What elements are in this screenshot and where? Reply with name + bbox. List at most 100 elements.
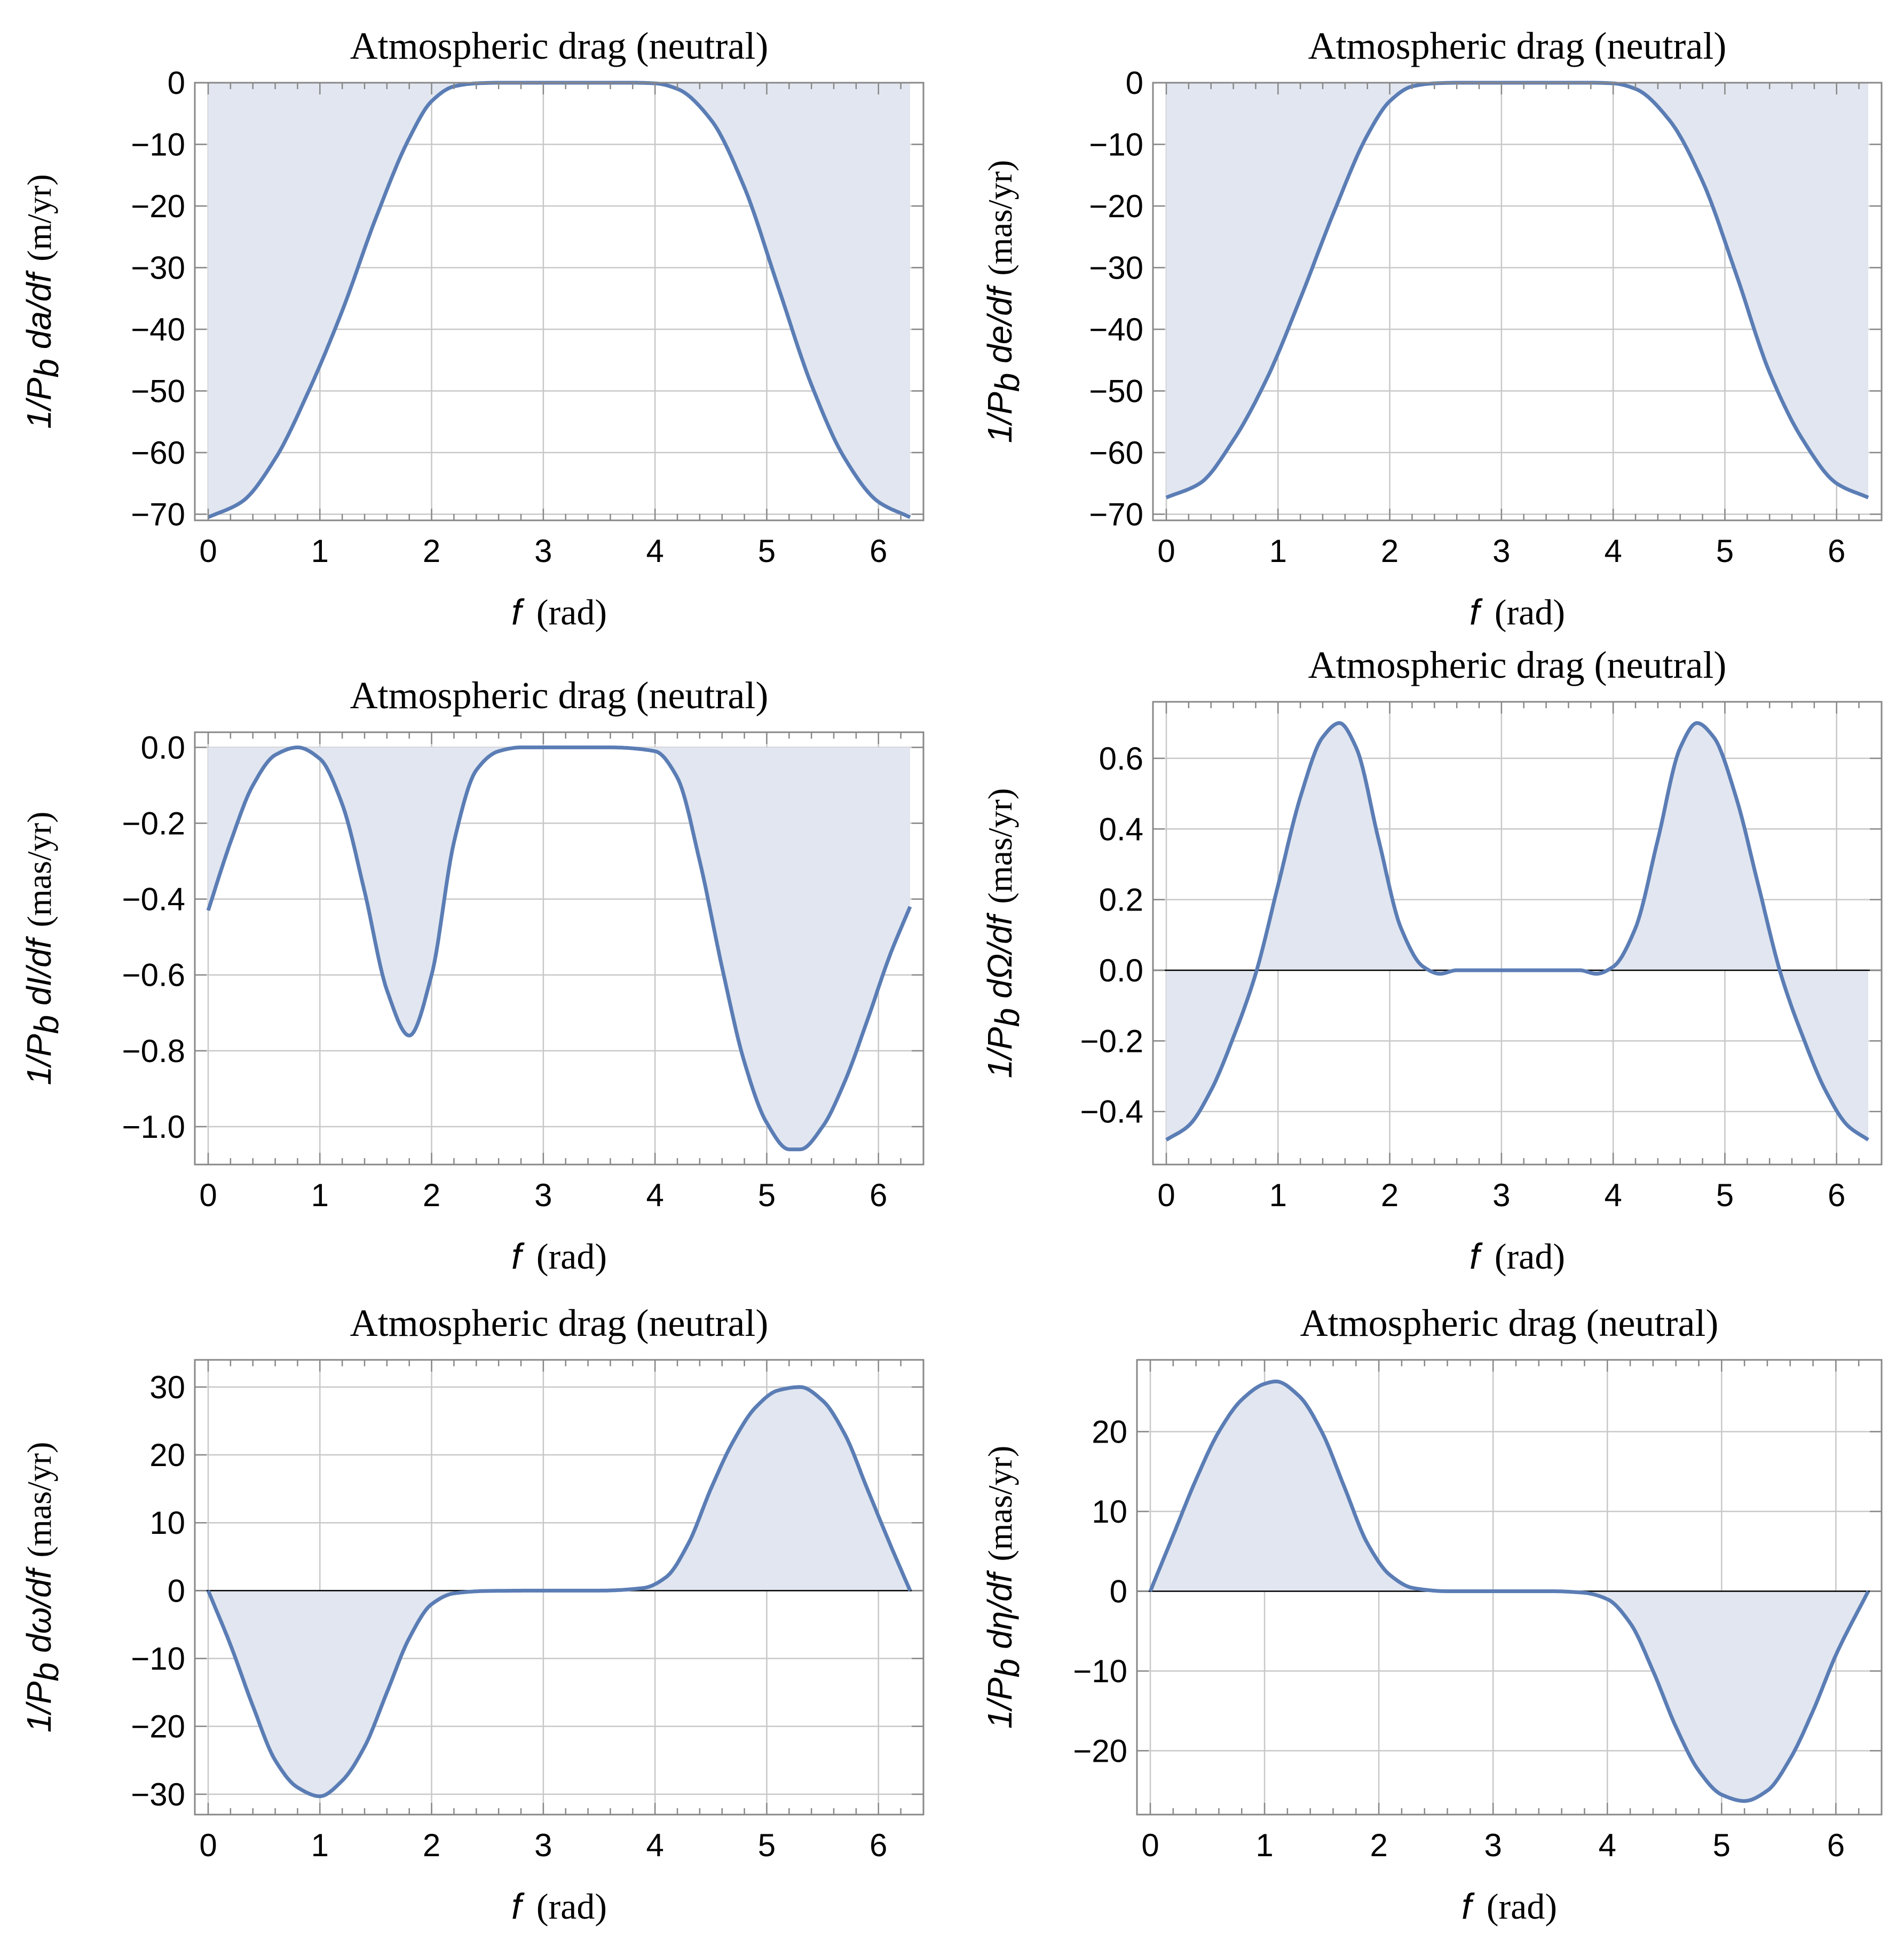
x-axis-label: f (rad)	[511, 592, 607, 632]
x-axis-label: f (rad)	[511, 1886, 607, 1927]
y-tick-label: 0.4	[1099, 811, 1143, 847]
chart-title: Atmospheric drag (neutral)	[1300, 1302, 1719, 1344]
chart-title: Atmospheric drag (neutral)	[350, 1302, 769, 1344]
y-tick-label: 20	[149, 1437, 185, 1473]
y-tick-label: −30	[131, 250, 185, 286]
series-line	[206, 745, 912, 1152]
x-tick-label: 6	[1828, 533, 1845, 569]
y-tick-label: −10	[131, 126, 185, 162]
y-tick-label: −20	[131, 188, 185, 224]
x-tick-label: 1	[311, 1177, 329, 1213]
y-tick-label: −0.4	[1080, 1094, 1143, 1130]
y-tick-label: −60	[131, 435, 185, 471]
x-tick-label: 6	[1828, 1177, 1845, 1213]
y-tick-label: −0.2	[1080, 1023, 1143, 1059]
x-tick-label: 2	[423, 1177, 440, 1213]
y-axis-label: 1/Pb dω/df(mas/yr)	[20, 1442, 66, 1733]
y-tick-label: 10	[1092, 1494, 1127, 1530]
x-tick-label: 3	[534, 1827, 552, 1863]
x-tick-label: 5	[758, 1177, 776, 1213]
y-tick-label: −40	[131, 312, 185, 347]
chart-panel-4: 0 1 2 3 4 5 6 0.6 0.4 0.2 0.0 −0.2 −0.4 Atmospheric d…	[981, 644, 1883, 1277]
chart-panel-1: 0 1 2 3 4 5 6 0 −10 −20 −30 −40 −50 −60 −70 Atmospheric…	[20, 25, 925, 632]
x-tick-label: 5	[758, 533, 776, 569]
x-tick-label: 0	[199, 1827, 217, 1863]
x-tick-label: 0	[1157, 533, 1175, 569]
y-axis-label: 1/Pb dΩ/df(mas/yr)	[981, 788, 1026, 1079]
y-tick-label: −10	[1089, 126, 1143, 162]
plot-frame	[194, 1359, 925, 1816]
x-tick-label: 0	[199, 533, 217, 569]
y-tick-label: −20	[1089, 188, 1143, 224]
chart-title: Atmospheric drag (neutral)	[350, 25, 769, 67]
x-tick-label: 3	[534, 1177, 552, 1213]
y-axis-label: 1/Pb de/df(mas/yr)	[981, 160, 1026, 444]
y-axis-label: 1/Pb da/df(m/yr)	[20, 174, 66, 429]
area-fill	[208, 747, 910, 1150]
y-tick-label: −20	[131, 1709, 185, 1745]
y-tick-label: 30	[149, 1369, 185, 1405]
x-tick-label: 2	[1381, 533, 1399, 569]
x-axis-label: f (rad)	[1470, 1236, 1565, 1277]
x-tick-label: 3	[1484, 1827, 1502, 1863]
y-tick-label: 20	[1092, 1414, 1127, 1450]
series-line	[206, 1385, 912, 1799]
y-tick-label: −50	[1089, 373, 1143, 409]
x-tick-label: 2	[423, 533, 440, 569]
x-tick-label: 1	[311, 533, 329, 569]
y-tick-label: 0.0	[1099, 953, 1143, 988]
y-tick-label: 0.2	[1099, 882, 1143, 918]
x-tick-label: 0	[1141, 1827, 1159, 1863]
y-tick-label: −10	[131, 1641, 185, 1677]
chart-title: Atmospheric drag (neutral)	[1308, 25, 1727, 67]
y-tick-label: 0	[1110, 1573, 1127, 1609]
x-tick-label: 4	[1604, 1177, 1622, 1213]
chart-panel-3: 0 1 2 3 4 5 6 0.0 −0.2 −0.4 −0.6 −0.8 −1.0 Atmospheri…	[20, 674, 925, 1277]
chart-title: Atmospheric drag (neutral)	[350, 674, 769, 717]
x-tick-label: 5	[1716, 533, 1734, 569]
y-tick-label: 0	[168, 1573, 185, 1609]
area-fill	[1166, 83, 1868, 498]
x-tick-label: 3	[1492, 1177, 1510, 1213]
y-tick-label: −70	[131, 496, 185, 532]
x-tick-label: 2	[1370, 1827, 1387, 1863]
x-axis-label: f (rad)	[511, 1236, 607, 1277]
y-axis-label: 1/Pb dη/df(mas/yr)	[981, 1446, 1026, 1729]
plot-frame	[1136, 1359, 1883, 1816]
x-tick-label: 1	[1269, 1177, 1287, 1213]
chart-panel-6: 0 1 2 3 4 5 6 20 10 0 −10 −20 Atmospheric drag (neut…	[981, 1302, 1883, 1927]
y-tick-label: −1.0	[122, 1109, 185, 1145]
x-tick-label: 5	[1716, 1177, 1734, 1213]
y-tick-label: −70	[1089, 496, 1143, 532]
x-tick-label: 4	[646, 1177, 663, 1213]
x-tick-label: 1	[1269, 533, 1287, 569]
area-fill	[208, 1387, 910, 1796]
x-tick-label: 4	[1604, 533, 1622, 569]
x-tick-label: 6	[870, 533, 887, 569]
plot-frame	[194, 731, 925, 1166]
x-tick-label: 0	[199, 1177, 217, 1213]
x-tick-label: 4	[646, 533, 663, 569]
plot-frame	[194, 82, 925, 521]
x-tick-label: 2	[1381, 1177, 1399, 1213]
series-line	[1148, 1379, 1870, 1803]
x-tick-label: 2	[423, 1827, 440, 1863]
x-tick-label: 1	[1255, 1827, 1273, 1863]
x-tick-label: 5	[1713, 1827, 1731, 1863]
x-axis-label: f (rad)	[1461, 1886, 1557, 1927]
plot-frame	[1152, 701, 1883, 1166]
y-tick-label: −0.2	[122, 806, 185, 842]
chart-panel-5: 0 1 2 3 4 5 6 30 20 10 0 −10 −20 −30 Atmospheric drag …	[20, 1302, 925, 1927]
chart-panel-2: 0 1 2 3 4 5 6 0 −10 −20 −30 −40 −50 −60 −70 Atmospheric…	[981, 25, 1883, 632]
y-tick-label: 0.6	[1099, 741, 1143, 777]
y-tick-label: −0.8	[122, 1033, 185, 1069]
x-tick-label: 4	[646, 1827, 663, 1863]
x-tick-label: 6	[870, 1177, 887, 1213]
y-tick-label: −10	[1073, 1653, 1127, 1689]
y-tick-label: −0.4	[122, 882, 185, 917]
x-tick-label: 1	[311, 1827, 329, 1863]
x-axis-label: f (rad)	[1470, 592, 1565, 632]
y-axis-label: 1/Pb dI/df(mas/yr)	[20, 812, 66, 1086]
y-tick-label: 10	[149, 1505, 185, 1541]
